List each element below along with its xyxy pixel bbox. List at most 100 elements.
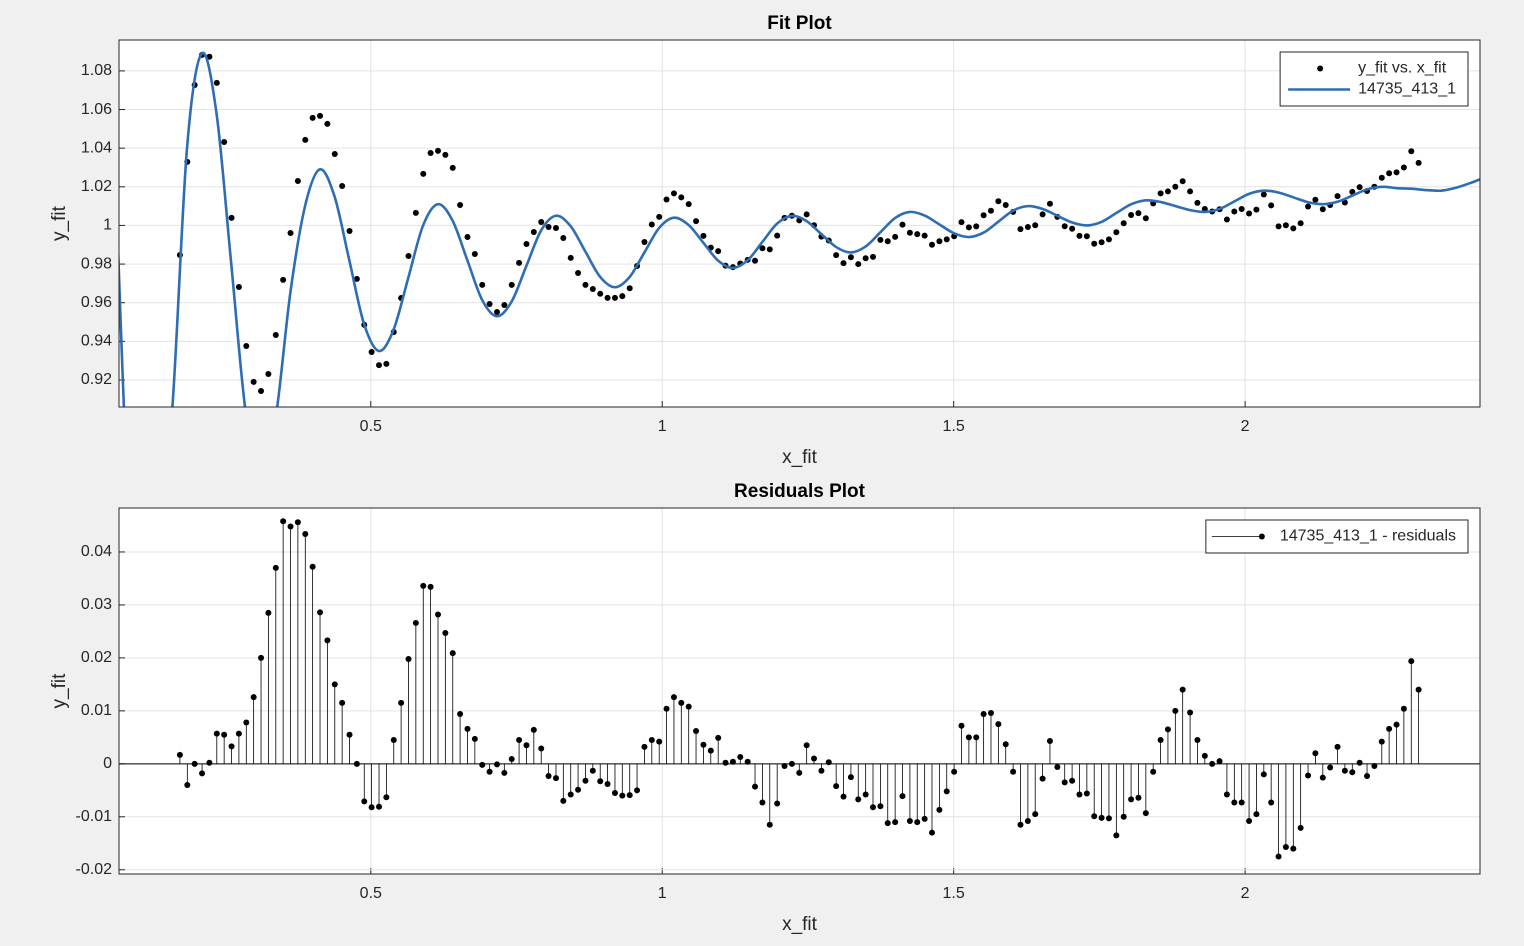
plot-area <box>119 40 1480 407</box>
stem-marker <box>656 738 663 745</box>
data-point <box>1032 222 1039 229</box>
stem-marker <box>693 727 700 734</box>
stem-marker <box>892 819 899 826</box>
stem-marker <box>1415 686 1422 693</box>
y-tick-label: 0.98 <box>81 255 112 272</box>
data-point <box>597 290 604 297</box>
stem-marker <box>1319 774 1326 781</box>
stem-marker <box>958 722 965 729</box>
data-point <box>1024 223 1031 230</box>
stem-marker <box>803 742 810 749</box>
data-point <box>965 224 972 231</box>
data-point <box>575 269 582 276</box>
legend-marker <box>1258 533 1265 540</box>
data-point <box>663 196 670 203</box>
data-point <box>1305 203 1312 210</box>
y-tick-label: -0.01 <box>76 808 113 825</box>
stem-marker <box>626 792 633 799</box>
data-point <box>1157 190 1164 197</box>
stem-marker <box>1002 741 1009 748</box>
stem-marker <box>442 630 449 637</box>
stem-marker <box>1305 772 1312 779</box>
x-tick-label: 1 <box>658 418 667 435</box>
stem-marker <box>191 760 198 767</box>
y-tick-label: 1.06 <box>81 101 112 118</box>
stem-marker <box>987 709 994 716</box>
data-point <box>1275 223 1282 230</box>
data-point <box>1091 240 1098 247</box>
stem-marker <box>575 786 582 793</box>
stem-marker <box>899 793 906 800</box>
y-tick-label: 0.96 <box>81 294 112 311</box>
stem-marker <box>1105 815 1112 822</box>
stem-marker <box>309 563 316 570</box>
stem-marker <box>317 609 324 616</box>
data-point <box>243 342 250 349</box>
stem-marker <box>906 818 913 825</box>
y-axis-label: y_fit <box>49 673 70 709</box>
stem-marker <box>1386 725 1393 732</box>
data-point <box>435 147 442 154</box>
legend-marker <box>1317 65 1324 72</box>
stem-marker <box>457 711 464 718</box>
y-tick-label: -0.02 <box>76 861 113 878</box>
data-point <box>693 218 700 225</box>
stem-marker <box>471 735 478 742</box>
legend-box <box>1279 51 1469 107</box>
data-point <box>339 183 346 190</box>
stem-marker <box>464 725 471 732</box>
stem-marker <box>1120 813 1127 820</box>
data-point <box>265 370 272 377</box>
chart-title: Fit Plot <box>767 13 832 34</box>
data-point <box>1083 233 1090 240</box>
data-point <box>427 149 434 156</box>
stem-marker <box>1238 799 1245 806</box>
stem-marker <box>420 582 427 589</box>
data-point <box>213 79 220 86</box>
stem-marker <box>368 804 375 811</box>
stem-marker <box>611 789 618 796</box>
y-tick-label: 1.02 <box>81 178 112 195</box>
stem-marker <box>1076 791 1083 798</box>
legend-label: y_fit vs. x_fit <box>1358 60 1447 77</box>
stem-marker <box>412 619 419 626</box>
stem-marker <box>869 804 876 811</box>
y-tick-label: 0.94 <box>81 333 112 350</box>
data-point <box>1260 191 1267 198</box>
x-axis-label: x_fit <box>782 447 818 468</box>
x-tick-label: 0.5 <box>360 885 382 902</box>
stem-marker <box>818 767 825 774</box>
stem-marker <box>479 761 486 768</box>
stem-marker <box>1334 743 1341 750</box>
stem-marker <box>928 829 935 836</box>
stem-marker <box>250 694 257 701</box>
stem-marker <box>560 797 567 804</box>
stem-marker <box>648 736 655 743</box>
y-tick-label: 1 <box>103 217 112 234</box>
stem-marker <box>811 755 818 762</box>
stem-marker <box>1223 791 1230 798</box>
stem-marker <box>294 519 301 526</box>
stem-marker <box>1128 796 1135 803</box>
stem-marker <box>552 775 559 782</box>
y-tick-label: 0.01 <box>81 702 112 719</box>
data-point <box>892 233 899 240</box>
data-point <box>1231 208 1238 215</box>
legend-label: 14735_413_1 <box>1358 81 1456 98</box>
data-point <box>1334 193 1341 200</box>
legend: 14735_413_1 - residuals <box>1205 519 1469 554</box>
data-point <box>331 150 338 157</box>
data-point <box>928 241 935 248</box>
data-point <box>560 234 567 241</box>
stem-marker <box>1290 845 1297 852</box>
data-point <box>582 281 589 288</box>
stem-marker <box>184 782 191 789</box>
axes-border <box>118 39 1481 408</box>
stem-marker <box>634 787 641 794</box>
data-point <box>302 136 309 143</box>
stem-marker <box>1282 843 1289 850</box>
data-point <box>1349 188 1356 195</box>
data-point <box>1282 222 1289 229</box>
data-point <box>1194 199 1201 206</box>
data-point <box>442 151 449 158</box>
